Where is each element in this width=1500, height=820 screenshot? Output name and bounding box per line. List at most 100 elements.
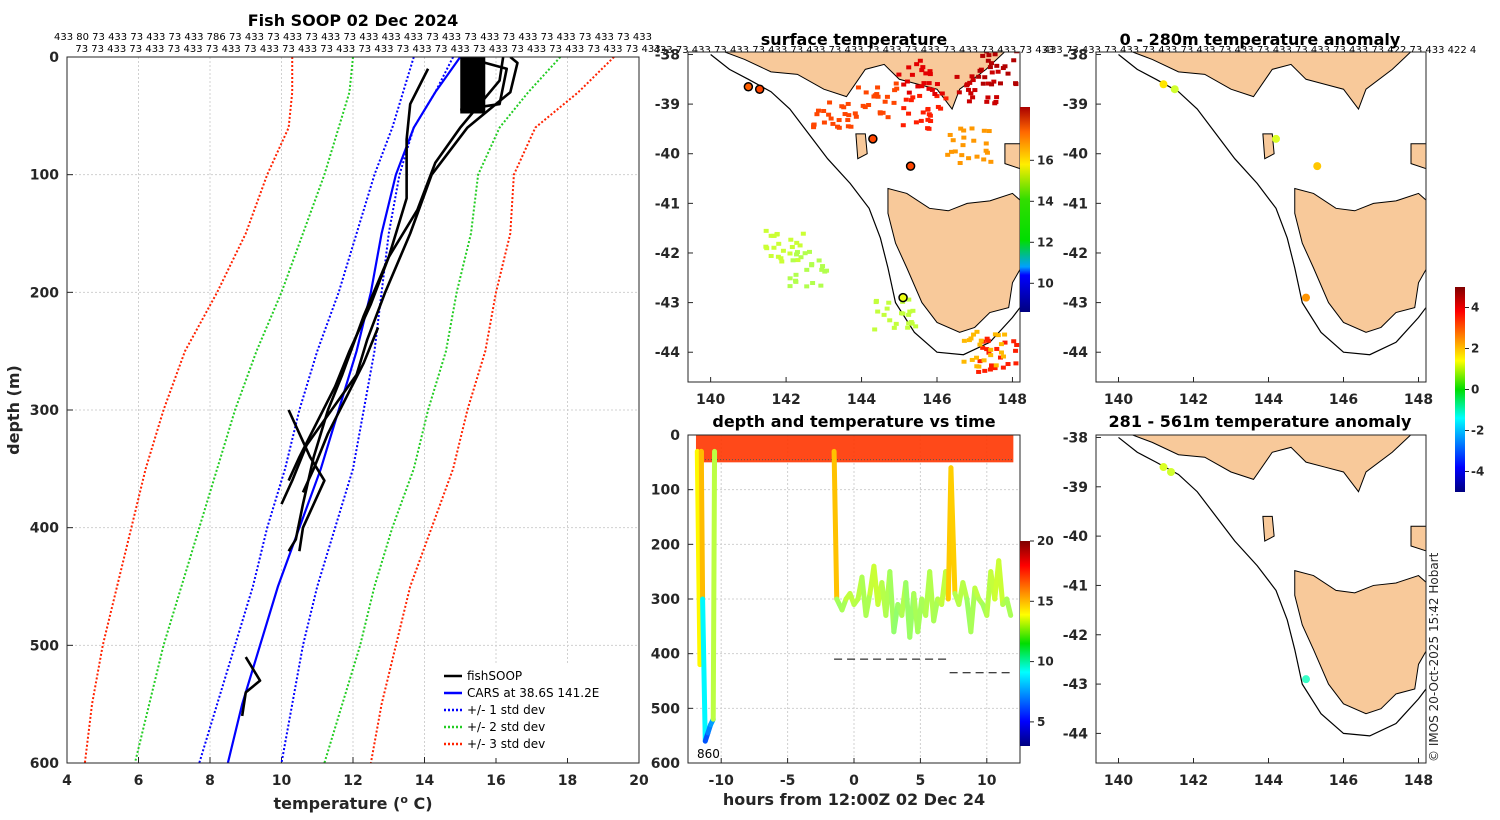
sst-pixel [985, 338, 991, 343]
sst-pixel [811, 122, 817, 127]
sst-pixel [774, 232, 780, 237]
ts-track-segment [1004, 596, 1014, 618]
map-y-tick-label: -38 [1063, 47, 1088, 63]
sst-map-tasmania [887, 187, 1020, 333]
map-y-tick-label: -41 [1063, 578, 1088, 594]
sst-pixel [958, 126, 964, 131]
map-y-tick-label: -40 [655, 147, 681, 163]
sst-pixel [925, 106, 931, 111]
sst-pixel [965, 87, 971, 92]
ts-track-segment [700, 596, 708, 744]
sst-pixel [932, 91, 938, 96]
profile-xlabel: temperature (o C) [273, 793, 432, 813]
sst-pixel [904, 79, 910, 84]
anom-cb-tick-label: -2 [1471, 424, 1484, 438]
sst-pixel [961, 338, 967, 343]
sst-pixel [906, 90, 912, 95]
sst-pixel [926, 81, 932, 86]
sst-pixel [908, 98, 914, 103]
anom-colorbar-ticks: 4 2 0 -2 -4 [1465, 301, 1484, 479]
ts-cb-tick-label: 5 [1037, 715, 1045, 729]
x-tick-label: 14 [415, 773, 435, 789]
anom-cb-tick-label: 4 [1471, 301, 1479, 315]
anom1-map-mainland [1131, 52, 1412, 111]
sst-colorbar-ticks: 10 12 14 16 [1030, 153, 1054, 290]
sst-pixel [923, 71, 929, 76]
sst-pixel [763, 228, 769, 233]
sst-pixel [971, 138, 977, 143]
sst-pixel [855, 85, 861, 90]
sst-pixel [947, 132, 953, 137]
y-tick-label: 0 [49, 50, 59, 66]
sst-pixel [830, 121, 836, 126]
sst-pixel [1014, 52, 1020, 54]
sst-pixel [806, 249, 812, 254]
sst-pixel [899, 311, 905, 316]
map-x-tick-label: 148 [1404, 773, 1433, 789]
sst-pixel [814, 112, 820, 117]
sst-pixel [974, 154, 980, 159]
legend-box [437, 663, 633, 758]
sst-pixel [918, 118, 924, 123]
map-x-tick-label: 140 [696, 392, 725, 408]
sst-pixel [906, 297, 912, 302]
sst-pixel [985, 58, 991, 63]
y-tick-label: 500 [30, 638, 59, 654]
sst-pixel [983, 148, 989, 153]
sst-pixel [768, 253, 774, 258]
map-y-tick-label: -39 [1063, 480, 1088, 496]
sst-map-flinders-island [1004, 143, 1020, 170]
anom-cb-tick-label: 2 [1471, 342, 1479, 356]
sst-pixel [875, 309, 881, 314]
sst-pixel [974, 355, 980, 360]
map-y-tick-label: -42 [1063, 246, 1088, 262]
ts-track-segment [960, 580, 970, 602]
sst-pixel [810, 281, 816, 286]
profile-axes-box [66, 56, 640, 764]
series-line--2-std [133, 57, 354, 763]
sst-pixel [984, 99, 990, 104]
sst-pixel [779, 259, 785, 264]
sst-pixel [986, 129, 992, 134]
sst-pixel [989, 70, 995, 75]
sst-pixel [981, 358, 987, 363]
x-tick-label: 12 [343, 773, 362, 789]
sst-pixel [939, 91, 945, 96]
sst-pixel [778, 256, 784, 261]
sst-pixel [871, 94, 877, 99]
sst-pixel [974, 364, 980, 369]
sst-map-content [688, 52, 1020, 382]
ts-track-segment [831, 448, 840, 602]
sst-pixel [909, 72, 915, 77]
map-x-tick-label: 148 [998, 392, 1027, 408]
sst-top-row: 433 73 433 73 433 73 433 73 433 73 433 7… [654, 45, 1055, 56]
ts-track-segment [996, 558, 1006, 607]
sst-cb-tick-label: 14 [1037, 194, 1054, 208]
series-line--1-std [198, 57, 415, 763]
sst-pixel [885, 115, 891, 120]
anom1-map-content [1096, 52, 1426, 382]
sst-pixel [875, 94, 881, 99]
sst-title: surface temperature [761, 30, 948, 49]
sst-pixel [884, 306, 890, 311]
anom-colorbar [1455, 287, 1465, 492]
sst-pixel [954, 74, 960, 79]
ts-x-tick-label: 10 [977, 773, 997, 789]
sst-pixel [957, 161, 963, 166]
sst-pixel [802, 251, 808, 256]
sst-pixel [908, 320, 914, 325]
anom1-top-row: 433 73 433 73 433 73 433 73 433 73 433 7… [1044, 45, 1477, 56]
sst-pixel [906, 65, 912, 70]
anom2-point [1302, 675, 1310, 684]
anom1-map-tasmania [1294, 187, 1426, 333]
map-x-tick-label: 146 [922, 392, 951, 408]
map-x-tick-label: 142 [1179, 773, 1208, 789]
sst-pixel [961, 128, 967, 133]
sst-pixel [959, 153, 965, 158]
timeseries-annotation: 860 [697, 747, 720, 761]
sst-pixel [1001, 354, 1007, 359]
sst-pixel [763, 244, 769, 249]
sst-pixel [992, 366, 998, 371]
